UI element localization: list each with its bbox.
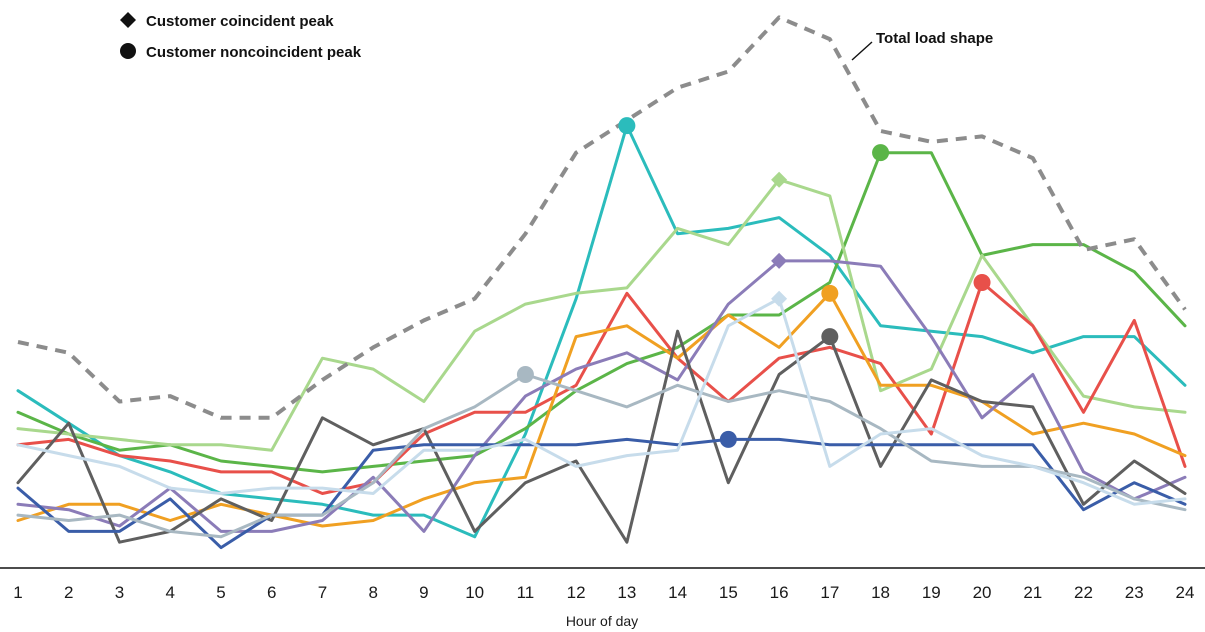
legend-diamond-icon	[120, 12, 136, 28]
total-load-line	[17, 15, 1187, 420]
noncoincident-peak-marker-9	[516, 365, 534, 383]
x-tick-label: 9	[419, 583, 428, 602]
series-line-2	[16, 151, 1187, 474]
legend-noncoincident-label: Customer noncoincident peak	[146, 44, 362, 61]
x-tick-label: 19	[922, 583, 941, 602]
series-line-9	[16, 373, 1187, 539]
legend-circle-icon	[120, 43, 136, 59]
noncoincident-peak-marker-7	[821, 328, 839, 346]
x-tick-labels: 1 2 3 4 5 6 7 8 9 10 11 12 13 14 15 16 17 18 19 20 21 22 23 24	[13, 583, 1194, 602]
x-tick-label: 12	[567, 583, 586, 602]
x-tick-label: 24	[1176, 583, 1195, 602]
noncoincident-peak-marker-1	[618, 117, 636, 135]
x-tick-label: 8	[368, 583, 377, 602]
noncoincident-peak-marker-8	[719, 430, 737, 448]
annotation-leader-line	[851, 41, 873, 61]
series-line-1	[16, 124, 1187, 539]
series-line-7	[16, 329, 1187, 544]
series-line-5	[16, 291, 1187, 528]
total-load-annotation: Total load shape	[851, 30, 993, 61]
coincident-peak-marker-3	[771, 171, 788, 188]
x-tick-label: 2	[64, 583, 73, 602]
x-tick-label: 3	[115, 583, 124, 602]
coincident-peak-marker-6	[771, 252, 788, 269]
x-tick-label: 11	[517, 583, 535, 602]
noncoincident-peak-marker-2	[872, 144, 890, 162]
series-line-10	[16, 297, 1187, 506]
legend-coincident-label: Customer coincident peak	[146, 13, 334, 30]
x-tick-label: 17	[820, 583, 839, 602]
x-tick-label: 13	[617, 583, 636, 602]
x-tick-label: 15	[719, 583, 738, 602]
coincident-peak-marker-10	[771, 290, 788, 307]
peak-markers-layer	[516, 117, 991, 448]
x-tick-label: 14	[668, 583, 687, 602]
series-line-4	[16, 281, 1187, 495]
x-tick-label: 23	[1125, 583, 1144, 602]
x-tick-label: 4	[165, 583, 174, 602]
x-axis-label: Hour of day	[566, 613, 638, 629]
annotation-label: Total load shape	[876, 30, 993, 47]
x-tick-label: 7	[318, 583, 327, 602]
x-tick-label: 6	[267, 583, 276, 602]
series-layer	[16, 124, 1187, 550]
series-line-3	[16, 178, 1187, 452]
series-line-8	[16, 437, 1187, 550]
x-tick-label: 18	[871, 583, 890, 602]
x-tick-label: 16	[770, 583, 789, 602]
legend: Customer coincident peak Customer noncoi…	[120, 12, 362, 61]
total-load-layer	[17, 15, 1187, 420]
noncoincident-peak-marker-5	[821, 284, 839, 302]
x-tick-label: 21	[1023, 583, 1042, 602]
x-tick-label: 10	[465, 583, 484, 602]
x-tick-label: 20	[973, 583, 992, 602]
x-tick-label: 1	[13, 583, 22, 602]
noncoincident-peak-marker-4	[973, 274, 991, 291]
series-line-6	[16, 259, 1187, 533]
x-tick-label: 5	[216, 583, 225, 602]
x-tick-label: 22	[1074, 583, 1093, 602]
